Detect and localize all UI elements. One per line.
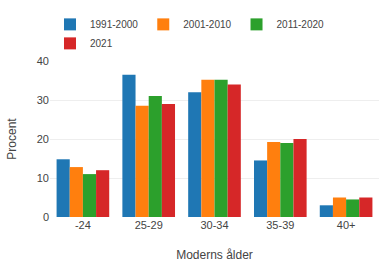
svg-text:Procent: Procent xyxy=(5,118,19,160)
svg-text:20: 20 xyxy=(37,133,49,145)
svg-text:2011-2020: 2011-2020 xyxy=(277,19,325,30)
svg-text:2021: 2021 xyxy=(90,38,113,49)
svg-text:25-29: 25-29 xyxy=(135,219,163,231)
svg-text:Moderns ålder: Moderns ålder xyxy=(176,248,253,262)
svg-text:1991-2000: 1991-2000 xyxy=(90,19,138,30)
svg-text:40: 40 xyxy=(37,55,49,67)
svg-text:2001-2010: 2001-2010 xyxy=(183,19,231,30)
svg-text:0: 0 xyxy=(43,211,49,223)
svg-text:40+: 40+ xyxy=(337,219,356,231)
svg-text:30-34: 30-34 xyxy=(200,219,228,231)
svg-text:30: 30 xyxy=(37,94,49,106)
svg-text:10: 10 xyxy=(37,172,49,184)
svg-text:-24: -24 xyxy=(75,219,91,231)
svg-text:35-39: 35-39 xyxy=(266,219,294,231)
